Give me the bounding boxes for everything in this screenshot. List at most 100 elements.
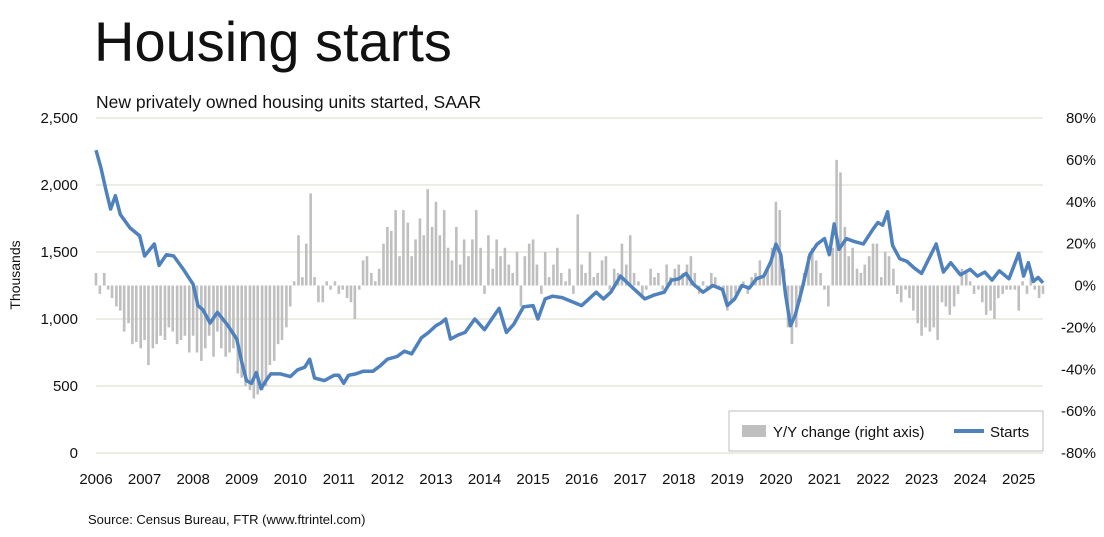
yy-bar: [264, 285, 268, 386]
yy-bar: [710, 272, 713, 286]
yy-bar: [596, 272, 599, 286]
yy-bar: [556, 247, 559, 286]
yy-bar: [450, 260, 454, 286]
yy-bar: [131, 285, 134, 345]
yy-bar: [762, 277, 766, 286]
yy-bar: [183, 285, 187, 336]
yy-bar: [491, 268, 495, 286]
right-tick-label: 20%: [1066, 236, 1096, 253]
yy-bar: [608, 285, 612, 290]
yy-bar: [1041, 285, 1045, 294]
yy-bar: [632, 272, 636, 286]
yy-bar: [1033, 285, 1037, 290]
yy-bar: [292, 281, 296, 286]
yy-bar: [972, 285, 976, 294]
right-tick-label: 60%: [1066, 152, 1096, 169]
yy-bar: [839, 172, 842, 286]
yy-bar: [997, 285, 1000, 299]
yy-bar: [568, 268, 571, 286]
x-tick-label: 2020: [759, 471, 792, 488]
yy-bar: [353, 285, 357, 319]
yy-bar: [920, 285, 923, 336]
yy-bar: [887, 256, 891, 286]
yy-bar: [98, 285, 102, 294]
yy-bar: [106, 285, 110, 290]
yy-bar: [216, 285, 219, 332]
yy-bar: [924, 285, 927, 328]
yy-bar: [811, 247, 814, 286]
x-tick-label: 2019: [711, 471, 744, 488]
yy-bar: [729, 285, 733, 303]
yy-bar: [657, 272, 660, 286]
x-tick-label: 2013: [419, 471, 452, 488]
yy-bar: [726, 285, 729, 311]
yy-bar: [361, 260, 365, 286]
yy-bar: [207, 285, 211, 336]
yy-bar: [940, 285, 944, 303]
yy-bar: [511, 272, 514, 286]
yy-bar: [867, 256, 871, 286]
yy-bar: [167, 285, 171, 328]
yy-bar: [952, 285, 956, 307]
yy-bar: [147, 285, 150, 366]
yy-bar: [701, 281, 705, 286]
x-tick-label: 2022: [856, 471, 889, 488]
yy-bar: [641, 285, 644, 299]
yy-bar: [102, 272, 106, 286]
legend-bar-label: Y/Y change (right axis): [773, 424, 924, 441]
yy-bar: [159, 285, 162, 336]
yy-bar: [471, 239, 474, 286]
yy-bar: [143, 285, 146, 340]
yy-bar: [365, 256, 369, 286]
yy-bar: [479, 247, 482, 286]
yy-bar: [276, 285, 280, 345]
yy-bar: [175, 285, 179, 345]
yy-bar: [414, 239, 417, 286]
yy-bar: [989, 285, 992, 311]
yy-bar: [434, 201, 438, 286]
yy-bar: [268, 285, 272, 366]
x-tick-label: 2011: [323, 471, 355, 488]
yy-bar: [438, 235, 442, 286]
yy-bar: [883, 252, 887, 286]
right-tick-label: -40%: [1061, 361, 1096, 378]
legend-bar-swatch: [742, 425, 766, 437]
yy-bar: [127, 285, 130, 324]
yy-bar: [681, 272, 684, 286]
yy-bar: [195, 285, 199, 353]
yy-bar: [948, 285, 952, 315]
yy-bar: [272, 285, 276, 361]
yy-bar: [904, 285, 907, 290]
yy-bar: [313, 277, 316, 286]
yy-bar: [163, 285, 167, 340]
yy-bar: [487, 235, 490, 286]
yy-bar: [564, 281, 567, 286]
yy-bar: [980, 285, 984, 303]
yy-bar: [507, 264, 511, 286]
yy-bar: [750, 277, 753, 286]
yy-bar: [807, 256, 810, 286]
yy-bar: [349, 285, 353, 303]
yy-bar: [442, 210, 446, 286]
yy-bar: [232, 285, 235, 349]
yy-bar: [179, 285, 183, 340]
x-tick-label: 2009: [225, 471, 258, 488]
yy-bar: [936, 285, 939, 340]
left-tick-label: 500: [53, 378, 78, 395]
yy-bar: [944, 285, 948, 307]
yy-bar: [912, 285, 915, 311]
yy-bar: [928, 285, 932, 332]
yy-bar: [187, 285, 191, 353]
yy-bar: [1025, 285, 1029, 294]
right-tick-label: 40%: [1066, 194, 1096, 211]
yy-bar: [746, 285, 750, 294]
yy-bar: [770, 247, 774, 286]
yy-bar: [139, 285, 142, 349]
yy-bar: [968, 281, 972, 286]
yy-bar: [495, 239, 498, 286]
yy-bar: [389, 231, 393, 286]
yy-bar: [637, 281, 640, 286]
yy-bar: [527, 243, 531, 286]
yy-bar: [212, 285, 215, 357]
yy-bar: [236, 285, 240, 374]
